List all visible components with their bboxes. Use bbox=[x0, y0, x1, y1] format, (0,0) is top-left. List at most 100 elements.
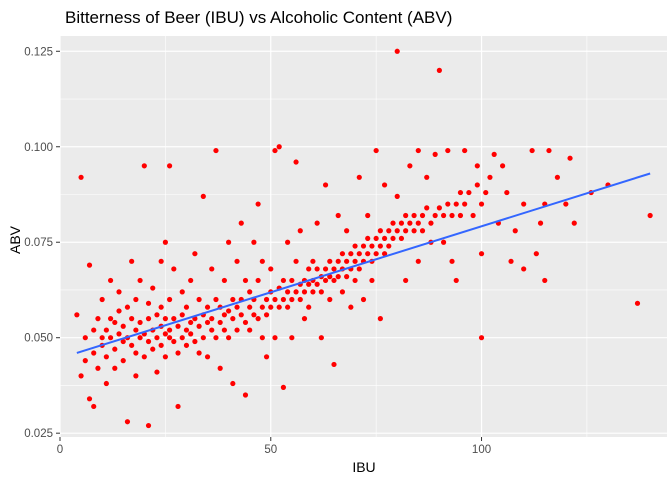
data-point bbox=[407, 220, 413, 226]
data-point bbox=[145, 300, 152, 306]
data-point bbox=[158, 258, 164, 264]
data-point bbox=[183, 327, 190, 333]
data-point bbox=[221, 327, 227, 333]
data-point bbox=[348, 304, 354, 310]
data-point bbox=[491, 151, 497, 157]
data-point bbox=[162, 331, 168, 337]
data-point bbox=[428, 220, 434, 226]
data-point bbox=[234, 304, 240, 310]
data-point bbox=[188, 277, 194, 284]
data-point bbox=[331, 361, 337, 368]
data-point bbox=[386, 243, 392, 249]
data-point bbox=[129, 258, 135, 264]
y-axis-title: ABV bbox=[7, 225, 23, 254]
trend-line bbox=[76, 172, 651, 354]
data-point bbox=[432, 212, 438, 219]
data-point bbox=[487, 174, 493, 180]
data-point bbox=[247, 304, 253, 310]
data-point bbox=[369, 277, 375, 284]
data-point bbox=[377, 243, 383, 249]
data-point bbox=[335, 274, 341, 280]
data-point bbox=[137, 319, 143, 326]
data-point bbox=[226, 308, 232, 314]
data-point bbox=[521, 266, 527, 272]
data-point bbox=[327, 258, 333, 264]
data-point bbox=[394, 228, 400, 234]
data-point bbox=[436, 205, 442, 211]
data-point bbox=[403, 228, 409, 234]
data-point bbox=[247, 327, 253, 333]
data-point bbox=[226, 239, 232, 245]
y-tick-label: 0.025 bbox=[24, 428, 53, 440]
data-point bbox=[217, 319, 223, 326]
data-point bbox=[280, 296, 287, 303]
data-point bbox=[306, 304, 312, 310]
data-point bbox=[234, 327, 240, 333]
data-point bbox=[306, 266, 312, 272]
data-point bbox=[192, 251, 198, 257]
data-point bbox=[103, 380, 109, 387]
data-point bbox=[411, 212, 417, 219]
data-point bbox=[107, 335, 114, 341]
data-point bbox=[335, 258, 341, 264]
data-point bbox=[259, 258, 265, 264]
data-point bbox=[445, 147, 451, 154]
data-point bbox=[381, 182, 388, 188]
data-point bbox=[213, 335, 219, 341]
data-point bbox=[339, 251, 346, 257]
data-point bbox=[145, 316, 152, 322]
data-point bbox=[280, 384, 287, 390]
data-point bbox=[314, 281, 320, 287]
data-point bbox=[318, 289, 324, 295]
data-point bbox=[310, 258, 316, 264]
data-point bbox=[462, 147, 468, 154]
data-point bbox=[360, 243, 367, 249]
data-point bbox=[192, 338, 198, 345]
data-point bbox=[133, 373, 139, 379]
data-point bbox=[537, 220, 544, 226]
data-point bbox=[116, 331, 122, 337]
data-point bbox=[204, 354, 211, 360]
data-point bbox=[120, 358, 126, 364]
data-point bbox=[390, 235, 396, 242]
data-point bbox=[112, 365, 118, 371]
data-point bbox=[436, 67, 442, 73]
data-point bbox=[272, 335, 278, 341]
data-point bbox=[533, 251, 539, 257]
data-point bbox=[352, 277, 358, 284]
data-point bbox=[120, 323, 126, 329]
data-point bbox=[145, 338, 152, 345]
data-point bbox=[242, 319, 249, 326]
data-point bbox=[221, 312, 227, 318]
data-point bbox=[440, 212, 447, 219]
data-point bbox=[381, 235, 388, 242]
data-point bbox=[242, 277, 249, 284]
data-point bbox=[301, 289, 308, 295]
x-tick-label: 100 bbox=[472, 444, 491, 456]
data-point bbox=[289, 277, 295, 284]
data-point bbox=[508, 258, 514, 264]
data-point bbox=[171, 338, 177, 345]
data-point bbox=[162, 316, 168, 322]
data-point bbox=[247, 289, 253, 295]
data-point bbox=[360, 296, 367, 303]
data-point bbox=[183, 342, 190, 348]
data-point bbox=[78, 373, 84, 379]
data-point bbox=[322, 182, 329, 188]
data-point bbox=[213, 147, 219, 154]
data-point bbox=[259, 304, 265, 310]
data-point bbox=[263, 312, 270, 318]
data-point bbox=[200, 193, 206, 199]
data-point bbox=[348, 251, 354, 257]
data-point bbox=[209, 266, 215, 272]
data-point bbox=[234, 258, 240, 264]
data-point bbox=[344, 228, 350, 234]
data-point bbox=[251, 312, 257, 318]
data-point bbox=[268, 304, 274, 310]
data-point bbox=[457, 212, 464, 219]
trend-line-layer bbox=[76, 172, 651, 354]
data-point bbox=[462, 201, 468, 207]
data-point bbox=[407, 163, 413, 169]
data-point bbox=[162, 354, 168, 360]
data-point bbox=[377, 228, 383, 234]
